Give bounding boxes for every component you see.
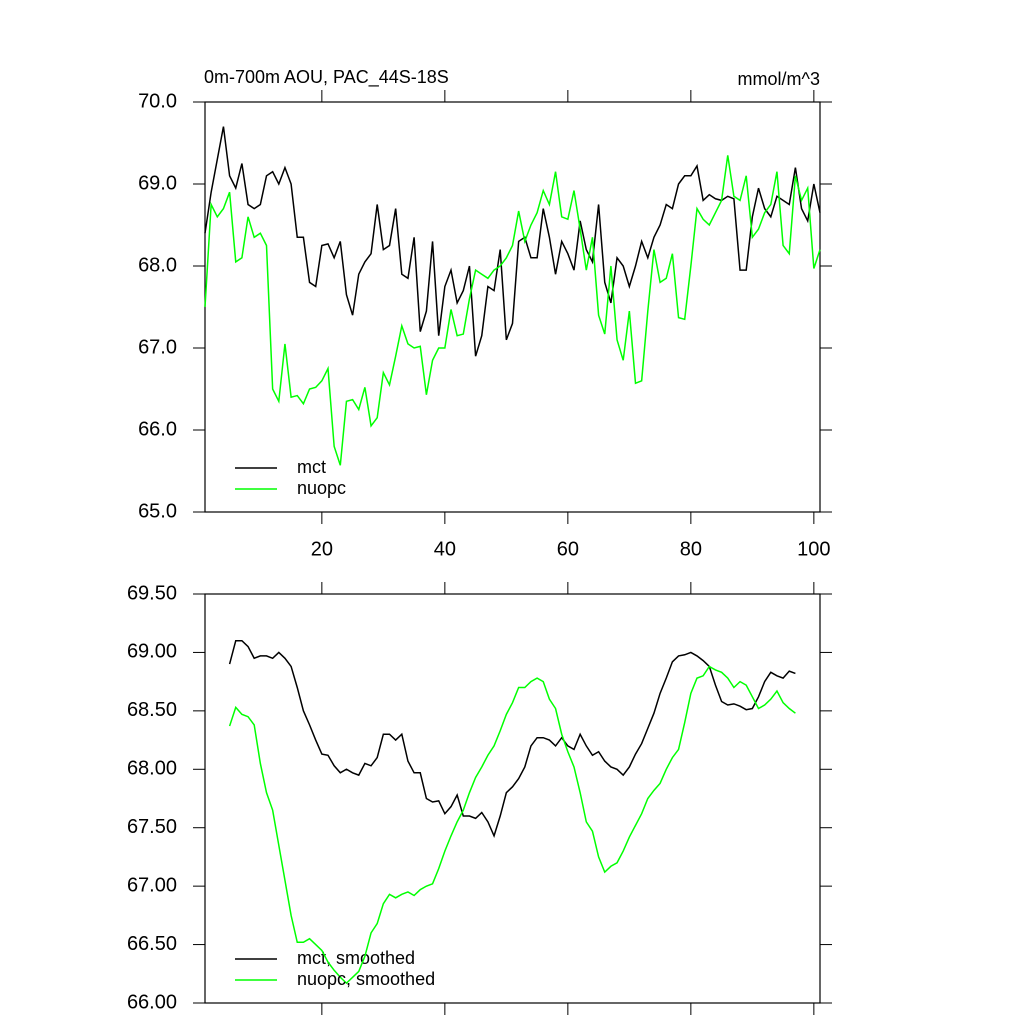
data-line [204,126,821,357]
legend-label: nuopc [297,478,346,498]
y-tick-label: 69.00 [127,641,177,663]
y-tick-label: 68.0 [138,254,177,276]
y-tick-label: 66.50 [127,933,177,955]
units-label: mmol/m^3 [738,69,820,89]
x-tick-label: 60 [557,538,579,560]
y-tick-label: 66.0 [138,418,177,440]
data-line [204,155,821,466]
y-tick-label: 67.00 [127,874,177,896]
y-tick-label: 70.0 [138,90,177,112]
legend-label: mct [297,457,326,477]
legend-label: mct, smoothed [297,948,415,968]
y-tick-label: 68.00 [127,758,177,780]
y-tick-label: 65.0 [138,500,177,522]
plot-frame [204,593,821,1004]
data-line [228,665,796,985]
y-tick-label: 69.50 [127,582,177,604]
data-line [228,639,796,839]
plot-frame [204,101,821,513]
x-tick-label: 40 [434,538,456,560]
y-tick-label: 69.0 [138,172,177,194]
x-tick-label: 80 [680,538,702,560]
x-tick-label: 20 [311,538,333,560]
chart-title: 0m-700m AOU, PAC_44S-18S [204,67,449,88]
x-tick-label: 100 [797,538,830,560]
legend-label: nuopc, smoothed [297,969,435,989]
y-tick-label: 66.00 [127,991,177,1013]
y-tick-label: 68.50 [127,699,177,721]
y-tick-label: 67.0 [138,336,177,358]
y-tick-label: 67.50 [127,816,177,838]
